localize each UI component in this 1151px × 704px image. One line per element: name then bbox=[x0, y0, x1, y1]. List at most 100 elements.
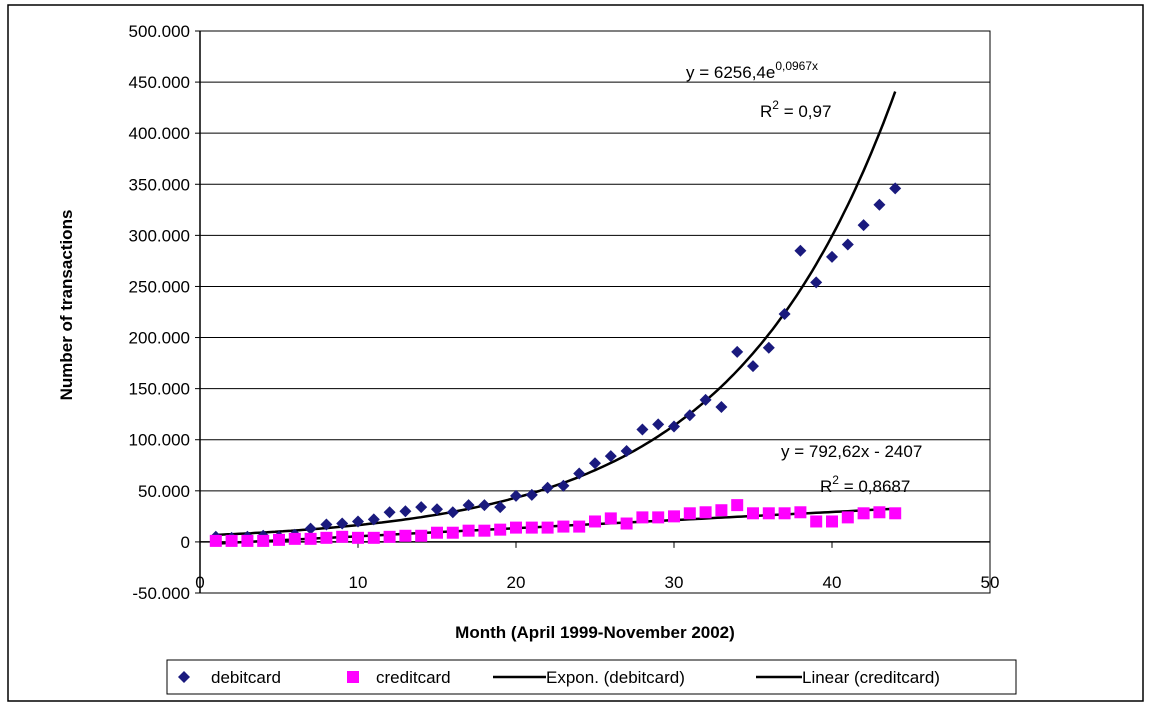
exp-equation-base: y = 6256,4e bbox=[686, 63, 775, 82]
creditcard-point bbox=[778, 507, 791, 520]
linear-equation: y = 792,62x - 2407 bbox=[781, 442, 922, 461]
creditcard-point bbox=[589, 515, 601, 528]
debitcard-point bbox=[778, 308, 791, 321]
creditcard-point bbox=[225, 534, 238, 547]
x-tick-label: 20 bbox=[507, 573, 526, 592]
legend-label-creditcard: creditcard bbox=[376, 668, 451, 687]
legend-label-debitcard: debitcard bbox=[211, 668, 281, 687]
square-marker-icon bbox=[347, 671, 359, 683]
legend-item-linear-creditcard: Linear (creditcard) bbox=[756, 668, 940, 687]
y-tick-label: 0 bbox=[181, 533, 190, 552]
creditcard-point bbox=[794, 506, 807, 519]
debitcard-point bbox=[462, 499, 475, 512]
creditcard-point bbox=[573, 520, 586, 533]
creditcard-point bbox=[668, 510, 680, 523]
y-tick-label: 500.000 bbox=[129, 22, 190, 41]
linear-r2-value: = 0,8687 bbox=[839, 477, 910, 496]
debitcard-point bbox=[478, 499, 491, 512]
exp-r2-sup: 2 bbox=[772, 98, 779, 112]
creditcard-point bbox=[415, 529, 428, 542]
debitcard-point bbox=[525, 488, 538, 501]
y-tick-label: 50.000 bbox=[138, 482, 190, 501]
creditcard-point bbox=[699, 506, 712, 519]
legend-item-expon-debitcard: Expon. (debitcard) bbox=[493, 668, 685, 687]
debitcard-point bbox=[573, 467, 586, 480]
y-tick-label: 200.000 bbox=[129, 329, 190, 348]
x-axis-ticks: 0 10 20 30 40 50 bbox=[195, 541, 999, 592]
x-tick-label: 40 bbox=[823, 573, 842, 592]
debitcard-point bbox=[652, 418, 665, 431]
debitcard-point bbox=[683, 409, 696, 422]
creditcard-point bbox=[857, 507, 870, 520]
y-tick-label: 300.000 bbox=[129, 226, 190, 245]
creditcard-point bbox=[810, 515, 823, 528]
creditcard-point bbox=[257, 534, 270, 547]
exp-r2: R2 = 0,97 bbox=[760, 98, 831, 121]
creditcard-point bbox=[889, 507, 902, 520]
creditcard-point bbox=[510, 521, 522, 534]
creditcard-point bbox=[557, 520, 570, 533]
exp-equation-exponent: 0,0967x bbox=[775, 59, 818, 73]
exp-r2-label: R bbox=[760, 102, 772, 121]
creditcard-point bbox=[462, 524, 475, 537]
x-axis-title: Month (April 1999-November 2002) bbox=[455, 623, 735, 642]
plot-area-border bbox=[199, 30, 991, 594]
creditcard-point bbox=[399, 529, 412, 542]
creditcard-point bbox=[525, 521, 538, 534]
y-tick-label: -50.000 bbox=[132, 584, 190, 603]
y-axis-title: Number of transactions bbox=[57, 210, 76, 401]
x-tick-label: 10 bbox=[349, 573, 368, 592]
creditcard-point bbox=[367, 531, 380, 544]
debitcard-point bbox=[352, 515, 364, 528]
y-tick-label: 350.000 bbox=[129, 175, 190, 194]
y-tick-label: 450.000 bbox=[129, 73, 190, 92]
linear-r2-label: R bbox=[820, 477, 832, 496]
exp-equation: y = 6256,4e0,0967x bbox=[686, 59, 818, 82]
exp-r2-value: = 0,97 bbox=[779, 102, 831, 121]
creditcard-point bbox=[273, 533, 285, 546]
creditcard-point bbox=[683, 507, 696, 520]
debitcard-point bbox=[636, 423, 649, 436]
debitcard-point bbox=[336, 517, 349, 530]
creditcard-point bbox=[336, 530, 349, 543]
creditcard-point bbox=[604, 512, 617, 525]
linear-r2-sup: 2 bbox=[832, 473, 839, 487]
debitcard-point bbox=[810, 276, 823, 289]
creditcard-point bbox=[636, 511, 649, 524]
debitcard-point bbox=[731, 345, 744, 358]
debitcard-point bbox=[541, 481, 554, 494]
creditcard-point bbox=[478, 524, 491, 537]
y-tick-label: 150.000 bbox=[129, 380, 190, 399]
debitcard-point bbox=[320, 518, 333, 531]
creditcard-point bbox=[652, 511, 665, 524]
legend-box bbox=[166, 659, 1017, 695]
creditcard-point bbox=[446, 526, 459, 539]
debitcard-point bbox=[415, 501, 428, 514]
legend-label-expon: Expon. (debitcard) bbox=[546, 668, 685, 687]
debitcard-point bbox=[510, 489, 522, 502]
creditcard-point bbox=[288, 532, 301, 545]
creditcard-point bbox=[494, 523, 507, 536]
debitcard-point bbox=[826, 250, 838, 263]
creditcard-point bbox=[620, 517, 633, 530]
debitcard-point bbox=[857, 219, 870, 232]
debitcard-point bbox=[715, 401, 728, 414]
y-tick-label: 250.000 bbox=[129, 277, 190, 296]
creditcard-point bbox=[731, 499, 744, 512]
debitcard-point bbox=[604, 450, 617, 463]
y-tick-label: 100.000 bbox=[129, 431, 190, 450]
y-tick-label: 400.000 bbox=[129, 124, 190, 143]
creditcard-point bbox=[431, 526, 443, 539]
debitcard-point bbox=[668, 420, 680, 433]
debitcard-point bbox=[747, 360, 759, 373]
debitcard-point bbox=[304, 522, 317, 535]
creditcard-point bbox=[209, 534, 222, 547]
creditcard-point bbox=[320, 531, 333, 544]
creditcard-point bbox=[304, 532, 317, 545]
creditcard-point bbox=[241, 534, 254, 547]
creditcard-point bbox=[841, 511, 854, 524]
debitcard-point bbox=[431, 503, 443, 516]
debitcard-point bbox=[383, 506, 396, 519]
debitcard-point bbox=[794, 244, 807, 257]
debitcard-point bbox=[762, 341, 775, 354]
